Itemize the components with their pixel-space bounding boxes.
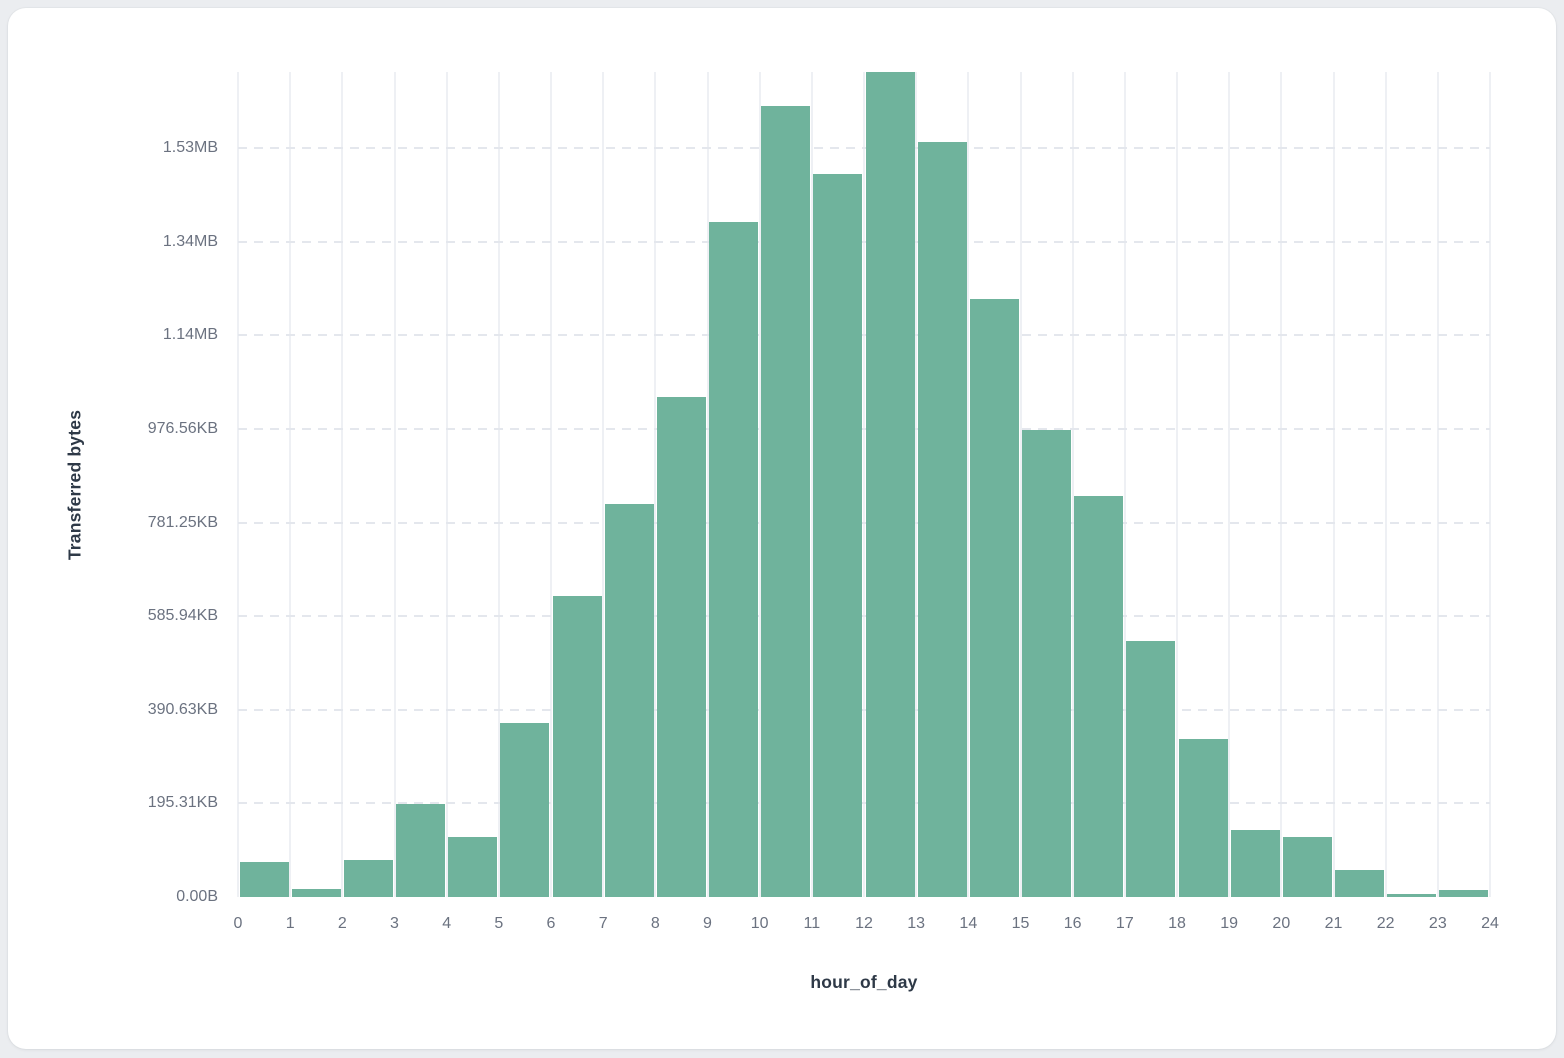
bar-hour-16[interactable] [1074, 495, 1124, 897]
x-tick-label: 21 [1324, 915, 1343, 932]
x-tick-label: 7 [598, 915, 608, 932]
x-axis-tick-labels: 0 1 2 3 4 5 6 7 8 9 10 11 12 13 14 15 16 17 18 19 20 21 22 23 24 [234, 913, 1499, 937]
bar-hour-17[interactable] [1126, 641, 1176, 897]
vertical-gridline [967, 72, 970, 897]
x-tick-label: 16 [1063, 915, 1082, 932]
bar-hour-9[interactable] [709, 222, 759, 897]
vertical-gridline [393, 72, 396, 897]
vertical-gridline [863, 72, 865, 897]
x-tick-label: 23 [1428, 915, 1447, 932]
bar-hour-23[interactable] [1439, 889, 1489, 897]
horizontal-gridline [238, 240, 1490, 243]
bar-hour-6[interactable] [552, 596, 602, 897]
horizontal-gridline [238, 615, 1490, 618]
vertical-gridline [706, 72, 709, 897]
horizontal-gridline [238, 147, 1490, 150]
vertical-gridline [810, 72, 813, 897]
horizontal-gridline [238, 428, 1490, 431]
x-tick-label: 4 [442, 915, 452, 932]
plot-area [237, 72, 1491, 897]
bar-hour-21[interactable] [1335, 869, 1385, 897]
y-tick-label: 1.34MB [162, 232, 218, 250]
chart-card: Transferred bytes 0.00B 195.31KB 390.63KB 5… [8, 8, 1556, 1049]
y-tick-label: 781.25KB [147, 513, 218, 531]
bar-hour-3[interactable] [396, 804, 446, 897]
vertical-gridline [1436, 72, 1439, 897]
vertical-gridline [289, 72, 292, 897]
x-tick-label: 17 [1115, 915, 1134, 932]
bar-hour-11[interactable] [813, 174, 863, 897]
vertical-gridline [654, 72, 657, 897]
vertical-gridline [445, 72, 448, 897]
bar-hour-7[interactable] [604, 503, 654, 897]
vertical-gridline [1280, 72, 1283, 897]
y-tick-label: 0.00B [176, 888, 218, 905]
x-tick-label: 24 [1481, 915, 1499, 932]
bar-hour-5[interactable] [500, 722, 550, 897]
horizontal-gridline [238, 802, 1490, 805]
x-tick-label: 5 [494, 915, 504, 932]
y-tick-label: 1.14MB [162, 326, 218, 344]
x-tick-label: 2 [337, 915, 347, 932]
x-tick-label: 10 [750, 915, 769, 932]
bar-hour-1[interactable] [291, 889, 341, 897]
x-tick-label: 19 [1220, 915, 1239, 932]
bar-hour-18[interactable] [1178, 738, 1228, 897]
bar-hour-8[interactable] [656, 397, 706, 897]
bar-hour-19[interactable] [1230, 830, 1280, 897]
vertical-gridline [237, 72, 239, 897]
x-tick-label: 6 [546, 915, 556, 932]
vertical-gridline [1019, 72, 1022, 897]
bar-hour-22[interactable] [1387, 894, 1437, 897]
vertical-gridline [1228, 72, 1231, 897]
vertical-gridline [915, 72, 918, 897]
y-tick-label: 195.31KB [147, 794, 218, 812]
x-tick-label: 11 [803, 915, 821, 932]
vertical-gridline [1332, 72, 1335, 897]
vertical-gridline [497, 72, 500, 897]
x-tick-label: 13 [907, 915, 926, 932]
bar-hour-10[interactable] [761, 106, 811, 897]
bar-hour-13[interactable] [917, 142, 967, 897]
x-tick-label: 12 [855, 915, 873, 932]
x-tick-label: 0 [233, 915, 243, 932]
transferred-bytes-histogram: Transferred bytes 0.00B 195.31KB 390.63KB 5… [8, 8, 1556, 1049]
vertical-gridline [758, 72, 761, 897]
x-tick-label: 1 [285, 915, 295, 932]
y-tick-label: 390.63KB [147, 700, 218, 718]
x-tick-label: 14 [959, 915, 978, 932]
vertical-gridline [341, 72, 344, 897]
bar-hour-12[interactable] [865, 72, 915, 897]
y-tick-label: 585.94KB [147, 607, 218, 625]
x-tick-label: 8 [650, 915, 660, 932]
vertical-gridline [1071, 72, 1074, 897]
vertical-gridline [602, 72, 605, 897]
horizontal-gridline [238, 334, 1490, 337]
x-tick-label: 9 [703, 915, 712, 932]
x-tick-label: 15 [1011, 915, 1030, 932]
x-tick-label: 3 [390, 915, 399, 932]
bar-hour-15[interactable] [1022, 429, 1072, 897]
bar-hour-14[interactable] [969, 298, 1019, 897]
bar-hour-2[interactable] [343, 860, 393, 897]
y-tick-label: 976.56KB [147, 420, 218, 438]
x-tick-label: 22 [1376, 915, 1395, 932]
vertical-gridline [1123, 72, 1126, 897]
x-axis-title: hour_of_day [810, 972, 918, 992]
vertical-gridline [1176, 72, 1178, 897]
bar-hour-20[interactable] [1282, 837, 1332, 897]
y-tick-label: 1.53MB [162, 139, 218, 157]
horizontal-gridline [238, 521, 1490, 524]
vertical-gridline [550, 72, 552, 897]
x-tick-label: 20 [1272, 915, 1291, 932]
bar-hour-4[interactable] [448, 837, 498, 897]
horizontal-gridline [238, 708, 1490, 711]
vertical-gridline [1384, 72, 1387, 897]
x-tick-label: 18 [1168, 915, 1186, 932]
vertical-gridline [1489, 72, 1491, 897]
y-axis-tick-labels: 0.00B 195.31KB 390.63KB 585.94KB 781.25KB 976… [8, 72, 218, 905]
bar-hour-0[interactable] [239, 861, 289, 897]
